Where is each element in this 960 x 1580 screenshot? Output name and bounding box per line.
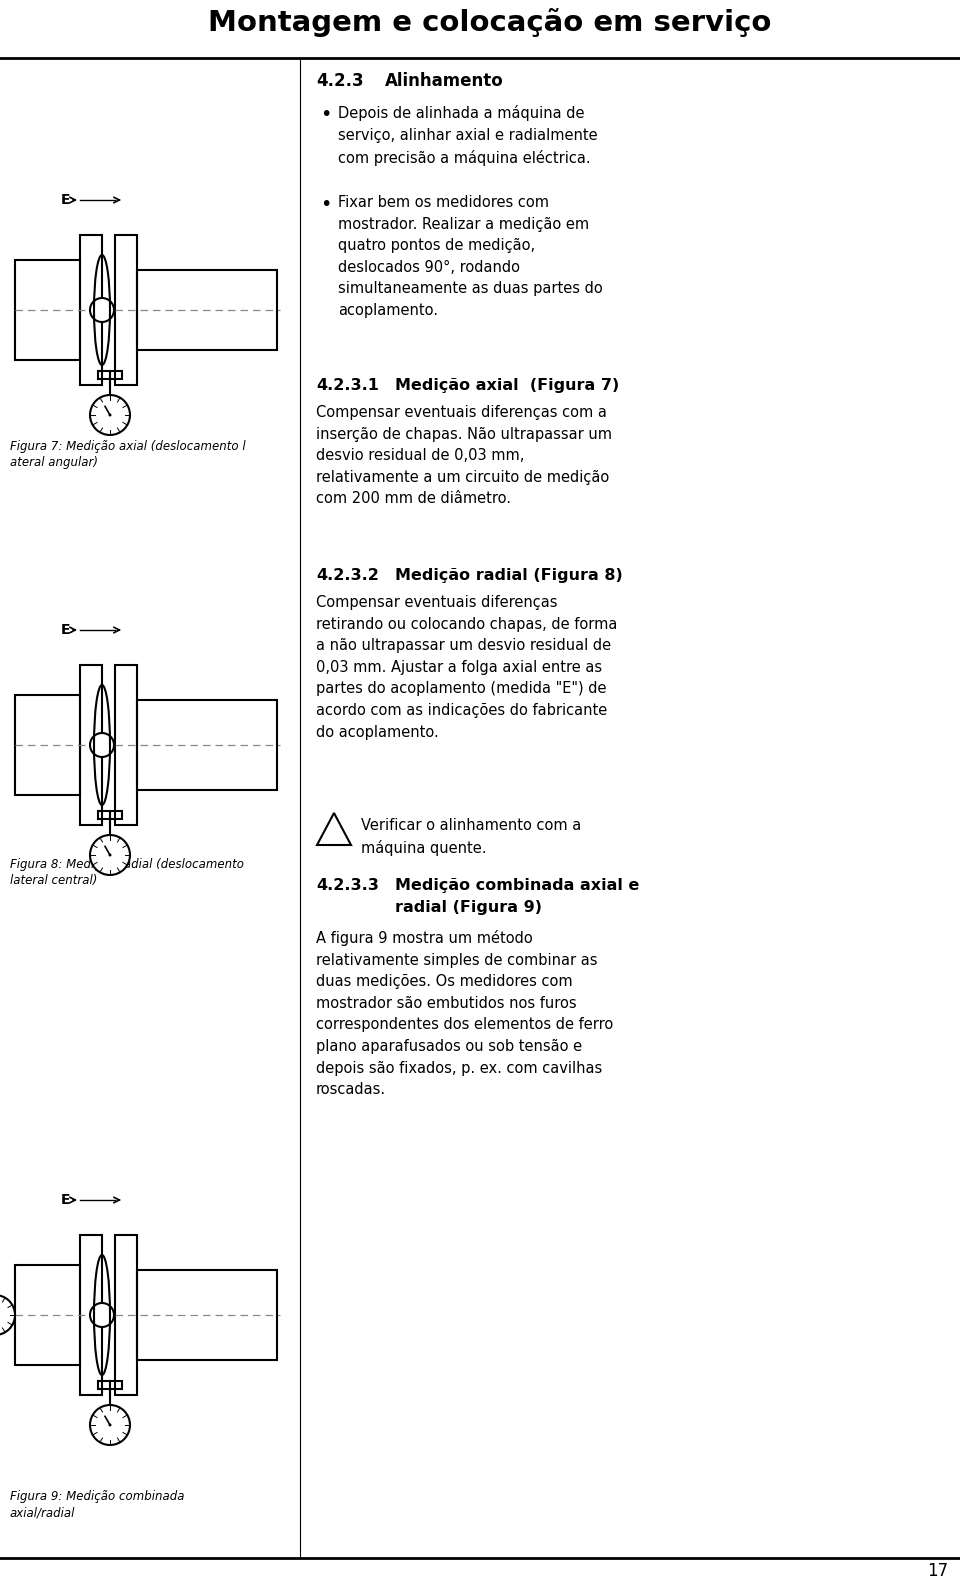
Text: 4.2.3.2: 4.2.3.2 <box>316 567 379 583</box>
Text: Compensar eventuais diferenças com a
inserção de chapas. Não ultrapassar um
desv: Compensar eventuais diferenças com a ins… <box>316 404 612 507</box>
Text: Fixar bem os medidores com
mostrador. Realizar a medição em
quatro pontos de med: Fixar bem os medidores com mostrador. Re… <box>338 194 603 318</box>
Circle shape <box>90 1304 114 1327</box>
Text: Figura 7: Medição axial (deslocamento l: Figura 7: Medição axial (deslocamento l <box>10 439 246 453</box>
Text: ateral angular): ateral angular) <box>10 457 98 469</box>
Text: 4.2.3.3: 4.2.3.3 <box>316 878 379 893</box>
Text: E: E <box>60 193 70 207</box>
Bar <box>137 270 277 351</box>
Circle shape <box>108 414 111 417</box>
Text: •: • <box>320 194 331 213</box>
Text: Verificar o alinhamento com a
máquina quente.: Verificar o alinhamento com a máquina qu… <box>361 818 581 856</box>
Bar <box>137 700 277 790</box>
Text: Figura 9: Medição combinada: Figura 9: Medição combinada <box>10 1490 184 1503</box>
Text: •: • <box>320 104 331 123</box>
Text: Montagem e colocação em serviço: Montagem e colocação em serviço <box>208 8 772 36</box>
Bar <box>80 1236 102 1395</box>
Text: A figura 9 mostra um método
relativamente simples de combinar as
duas medições. : A figura 9 mostra um método relativament… <box>316 931 613 1097</box>
Bar <box>80 665 102 825</box>
Circle shape <box>0 1296 15 1335</box>
Text: Figura 8: Medição radial (deslocamento: Figura 8: Medição radial (deslocamento <box>10 858 244 871</box>
Bar <box>80 235 102 386</box>
Bar <box>115 1236 137 1395</box>
Text: Depois de alinhada a máquina de
serviço, alinhar axial e radialmente
com precisã: Depois de alinhada a máquina de serviço,… <box>338 104 598 166</box>
Circle shape <box>90 834 130 875</box>
Bar <box>15 261 80 360</box>
Text: 4.2.3.1: 4.2.3.1 <box>316 378 379 393</box>
Text: Alinhamento: Alinhamento <box>385 73 504 90</box>
Text: 17: 17 <box>926 1563 948 1580</box>
Circle shape <box>90 395 130 435</box>
Bar <box>115 665 137 825</box>
Circle shape <box>90 299 114 322</box>
Text: radial (Figura 9): radial (Figura 9) <box>395 901 542 915</box>
Bar <box>115 235 137 386</box>
Circle shape <box>108 853 111 856</box>
Text: Medição radial (Figura 8): Medição radial (Figura 8) <box>395 567 623 583</box>
Text: lateral central): lateral central) <box>10 874 97 886</box>
Bar <box>137 1270 277 1360</box>
Text: Compensar eventuais diferenças
retirando ou colocando chapas, de forma
a não ult: Compensar eventuais diferenças retirando… <box>316 596 617 739</box>
Text: Medição axial  (Figura 7): Medição axial (Figura 7) <box>395 378 619 393</box>
Text: E: E <box>60 1193 70 1207</box>
Bar <box>15 1266 80 1365</box>
Text: axial/radial: axial/radial <box>10 1506 76 1518</box>
Circle shape <box>90 733 114 757</box>
Text: Medição combinada axial e: Medição combinada axial e <box>395 878 639 893</box>
Circle shape <box>108 1424 111 1427</box>
Text: 4.2.3: 4.2.3 <box>316 73 364 90</box>
Bar <box>15 695 80 795</box>
Text: E: E <box>60 623 70 637</box>
Circle shape <box>90 1405 130 1446</box>
